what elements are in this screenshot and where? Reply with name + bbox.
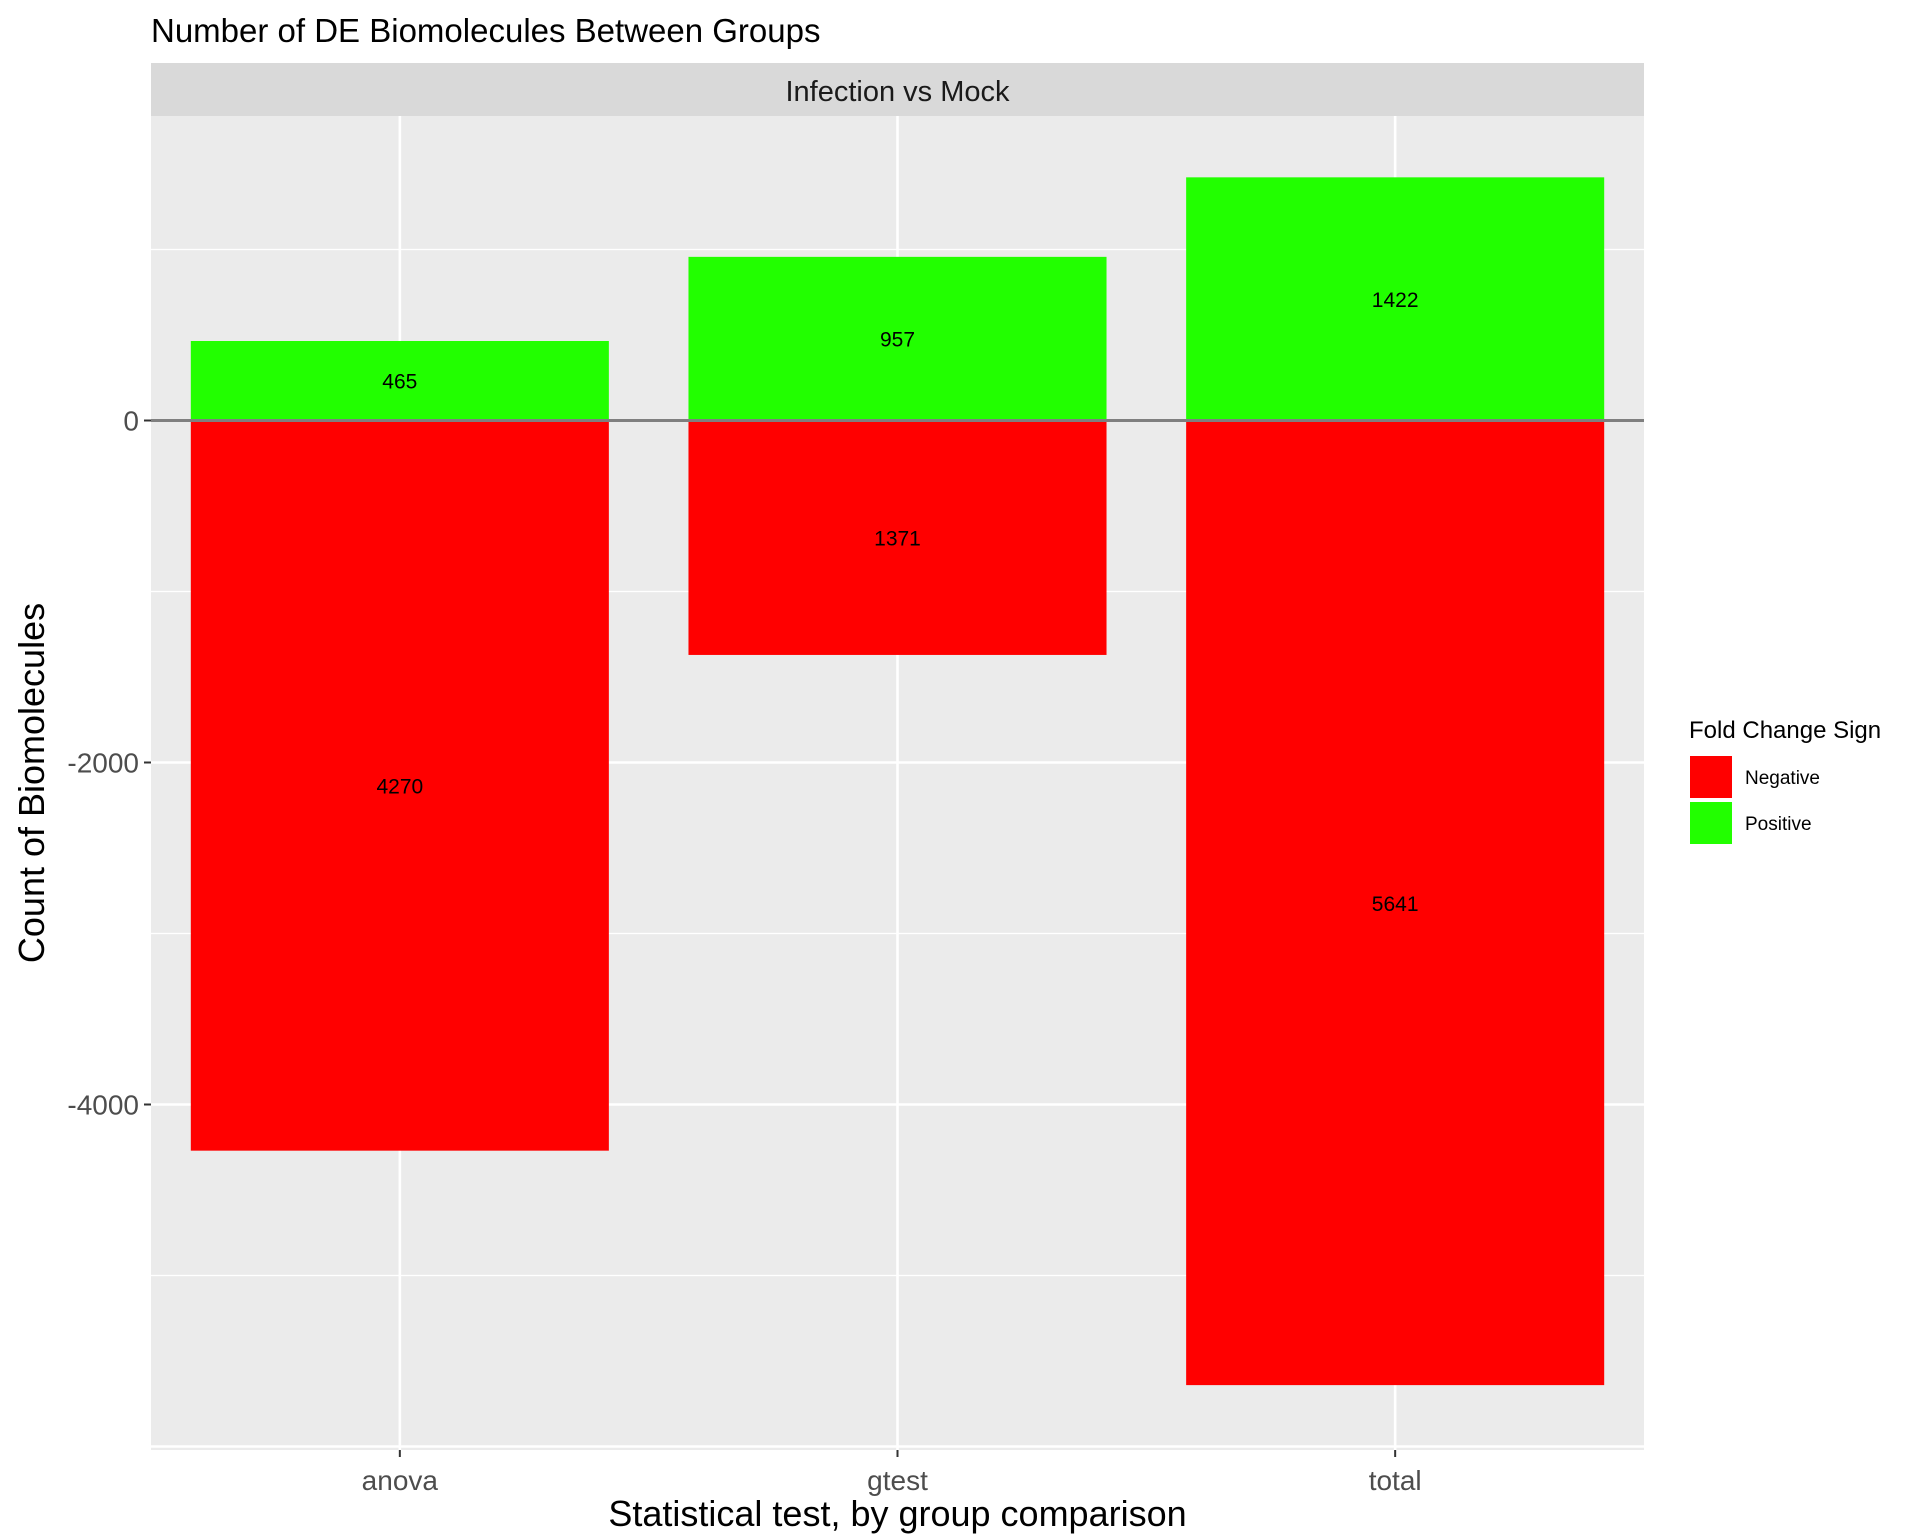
bar-positive-gtest — [688, 256, 1107, 421]
bar-value-label: 465 — [382, 371, 417, 394]
legend-items: Negative Positive — [1690, 756, 1820, 844]
legend-label-negative: Negative — [1745, 768, 1820, 789]
legend-title: Fold Change Sign — [1689, 717, 1881, 744]
y-axis-ticks: 0 -2000 -4000 — [67, 406, 151, 1121]
legend-label-positive: Positive — [1745, 814, 1812, 835]
bar-value-label: 957 — [880, 329, 915, 352]
bar-negative-anova — [190, 420, 609, 1151]
y-tick-label: -4000 — [67, 1090, 139, 1121]
legend: Fold Change Sign Negative Positive — [1689, 717, 1881, 844]
bar-value-label: 5641 — [1372, 893, 1419, 916]
chart-title: Number of DE Biomolecules Between Groups — [151, 12, 820, 49]
x-tick-label: gtest — [867, 1465, 928, 1496]
x-axis-ticks: anova gtest total — [362, 1450, 1422, 1496]
bar-value-label: 1422 — [1372, 289, 1419, 312]
bar-positive-anova — [190, 340, 609, 421]
legend-key-negative — [1690, 756, 1732, 798]
bar-negative-total — [1186, 420, 1605, 1386]
x-axis-title: Statistical test, by group comparison — [608, 1493, 1186, 1534]
y-tick-label: -2000 — [67, 748, 139, 779]
bar-negative-gtest — [688, 420, 1107, 655]
x-tick-label: total — [1369, 1465, 1422, 1496]
facet-strip — [151, 63, 1644, 116]
bar-positive-total — [1186, 177, 1605, 421]
bars — [190, 177, 1605, 1386]
bar-labels: 4270 1371 5641 465 957 1422 — [376, 289, 1418, 916]
bar-value-label: 4270 — [376, 776, 423, 799]
x-tick-label: anova — [362, 1465, 439, 1496]
bar-value-label: 1371 — [874, 528, 921, 551]
y-axis-title: Count of Biomolecules — [11, 603, 52, 963]
y-tick-label: 0 — [123, 406, 139, 437]
facet-strip-label: Infection vs Mock — [785, 76, 1010, 108]
legend-key-positive — [1690, 802, 1732, 844]
